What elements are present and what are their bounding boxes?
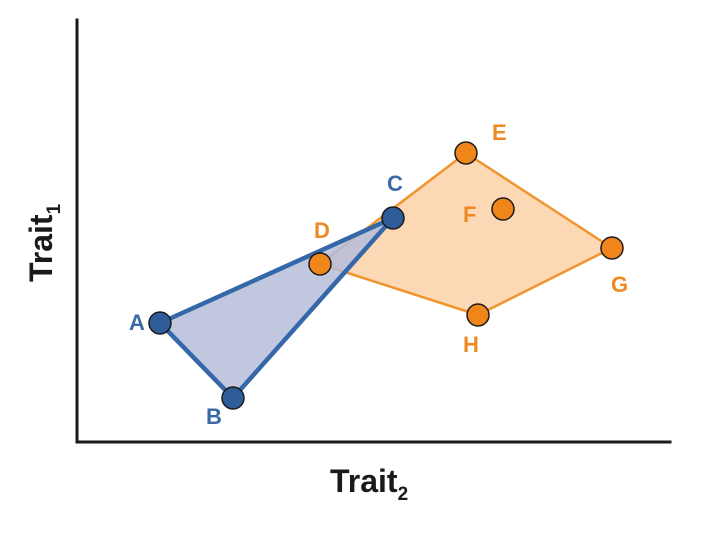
point-label-f: F <box>463 202 476 227</box>
point-f <box>491 197 515 221</box>
point-e <box>454 141 478 165</box>
point-label-b: B <box>206 404 222 429</box>
point-label-e: E <box>492 120 507 145</box>
point-g <box>600 236 624 260</box>
blue-group-hull <box>157 215 396 401</box>
point-a <box>148 311 172 335</box>
point-label-d: D <box>314 218 330 243</box>
point-b <box>221 386 245 410</box>
point-label-layer: A B C D E F G H <box>129 120 628 429</box>
point-label-a: A <box>129 310 145 335</box>
x-axis-label: Trait2 <box>330 463 408 505</box>
point-layer <box>148 141 624 410</box>
point-c <box>381 206 405 230</box>
point-label-c: C <box>387 171 403 196</box>
point-label-h: H <box>463 332 479 357</box>
point-d <box>308 252 332 276</box>
axes: Trait2 Trait1 <box>23 18 672 505</box>
point-label-g: G <box>611 272 628 297</box>
y-axis-label-main: Trait <box>23 214 59 282</box>
x-axis-label-main: Trait <box>330 463 398 499</box>
x-axis-label-subscript: 2 <box>398 484 409 505</box>
point-h <box>466 303 490 327</box>
y-axis-label-subscript: 1 <box>44 203 65 214</box>
y-axis-label: Trait1 <box>23 203 65 282</box>
hull-layer <box>157 151 614 401</box>
